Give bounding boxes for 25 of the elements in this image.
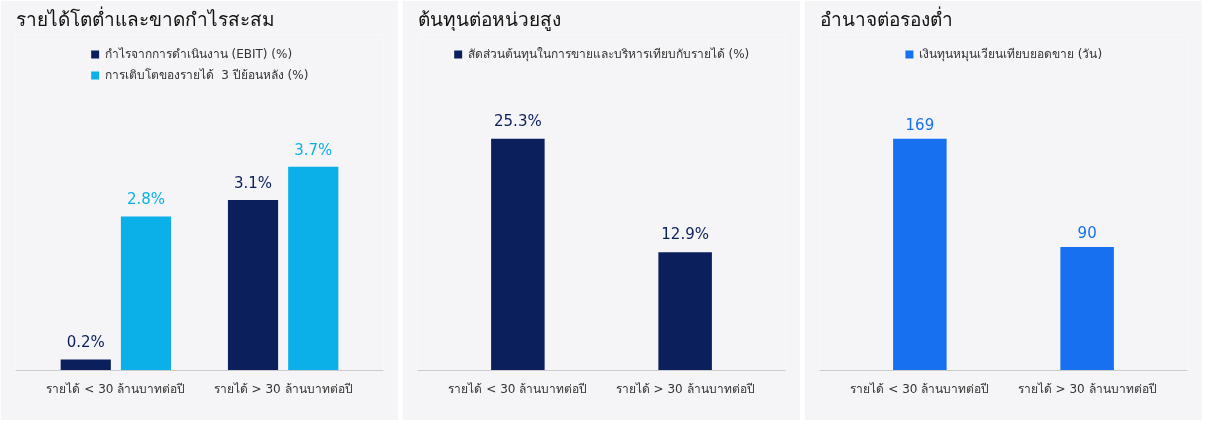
legend-label: เงินทุนหมุนเวียนเทียบยอดขาย (วัน) bbox=[918, 46, 1103, 63]
chart-title: ต้นทุนต่อหน่วยสูง bbox=[417, 7, 561, 32]
x-tick-label: รายได้ > 30 ล้านบาทต่อปี bbox=[1017, 381, 1157, 396]
data-label: 2.8% bbox=[126, 190, 166, 209]
legend-label: กำไรจากการดำเนินงาน (EBIT) (%) bbox=[104, 46, 293, 63]
bar bbox=[120, 216, 172, 371]
x-tick-label: รายได้ < 30 ล้านบาทต่อปี bbox=[448, 381, 588, 396]
x-tick-label: รายได้ < 30 ล้านบาทต่อปี bbox=[46, 381, 186, 396]
chart-title: อำนาจต่อรองต่ำ bbox=[819, 5, 953, 30]
data-label: 0.2% bbox=[66, 333, 105, 352]
bar bbox=[60, 359, 111, 371]
data-label: 3.7% bbox=[294, 140, 333, 159]
data-label: 12.9% bbox=[661, 225, 709, 244]
data-label: 169 bbox=[905, 115, 935, 134]
legend-label: สัดส่วนต้นทุนในการขายและบริหารเทียบกับรายได้ (%) bbox=[467, 46, 750, 63]
data-label: 3.1% bbox=[233, 173, 273, 192]
data-label: 25.3% bbox=[494, 111, 542, 130]
bar bbox=[227, 199, 279, 371]
legend-label: การเติบโตของรายได้ 3 ปีย้อนหลัง (%) bbox=[104, 67, 309, 84]
x-tick-label: รายได้ > 30 ล้านบาทต่อปี bbox=[213, 381, 353, 396]
x-tick-label: รายได้ > 30 ล้านบาทต่อปี bbox=[615, 381, 755, 396]
chart-title: รายได้โตต่ำและขาดกำไรสะสม bbox=[15, 5, 275, 30]
x-tick-label: รายได้ < 30 ล้านบาทต่อปี bbox=[850, 381, 990, 396]
data-label: 90 bbox=[1077, 223, 1097, 242]
bar bbox=[288, 166, 339, 371]
